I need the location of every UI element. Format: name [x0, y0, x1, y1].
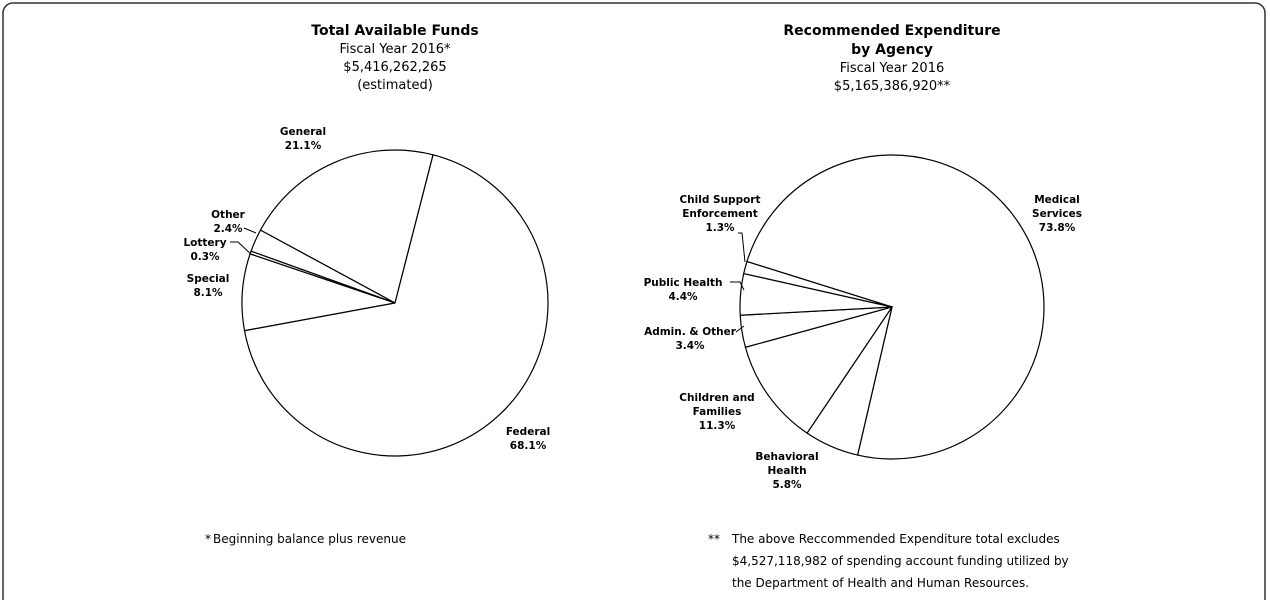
pie-slice: [259, 149, 434, 304]
chart-title: Recommended Expenditure by Agency: [783, 23, 1001, 58]
pie-slice: [746, 154, 1045, 460]
slice-label: General: [279, 126, 327, 138]
pie-slice: [744, 305, 894, 434]
slice-label: Children and Families: [679, 392, 755, 418]
leader-line: [230, 241, 254, 257]
leader-line: [243, 227, 257, 234]
slice-label: Federal: [505, 426, 551, 438]
slice-value-label: 5.8%: [772, 479, 802, 491]
slice-label: Medical Services: [1032, 194, 1082, 220]
pie-slice: [243, 154, 549, 457]
footnote-line: The above Reccommended Expenditure total…: [732, 532, 1060, 546]
pie-slice: [743, 260, 893, 308]
footnote-marker: *: [205, 532, 211, 546]
slice-label: Behavioral Health: [755, 451, 819, 477]
slice-label: Child Support Enforcement: [679, 194, 761, 220]
chart-subtitle: $5,416,262,265: [343, 60, 447, 75]
slice-label: Public Health: [643, 277, 723, 289]
slice-value-label: 1.3%: [705, 222, 735, 234]
leader-line: [735, 325, 745, 333]
slice-value-label: 2.4%: [213, 223, 243, 235]
slice-value-label: 3.4%: [675, 340, 705, 352]
chart-subtitle: $5,165,386,920**: [833, 79, 951, 94]
chart-title: Total Available Funds: [311, 23, 479, 39]
chart-subtitle: Fiscal Year 2016: [839, 61, 945, 76]
chart-subtitle: Fiscal Year 2016*: [339, 42, 451, 57]
slice-label: Admin. & Other: [644, 326, 736, 338]
slice-value-label: 0.3%: [190, 251, 220, 263]
footnote-line: Beginning balance plus revenue: [213, 532, 406, 546]
leader-line: [730, 281, 745, 291]
footnote-marker: **: [708, 532, 720, 546]
slice-label: Other: [211, 209, 245, 221]
footnote-line: $4,527,118,982 of spending account fundi…: [732, 554, 1069, 568]
slice-value-label: 11.3%: [698, 420, 736, 432]
slice-label: Lottery: [183, 237, 227, 249]
slice-value-label: 21.1%: [284, 140, 322, 152]
slice-value-label: 8.1%: [193, 287, 223, 299]
slice-value-label: 68.1%: [509, 440, 547, 452]
leader-line: [738, 232, 746, 263]
slice-value-label: 4.4%: [668, 291, 698, 303]
slice-value-label: 73.8%: [1038, 222, 1076, 234]
footnote-line: the Department of Health and Human Resou…: [732, 576, 1030, 590]
chart-subtitle: (estimated): [357, 78, 433, 93]
slice-label: Special: [186, 273, 230, 285]
